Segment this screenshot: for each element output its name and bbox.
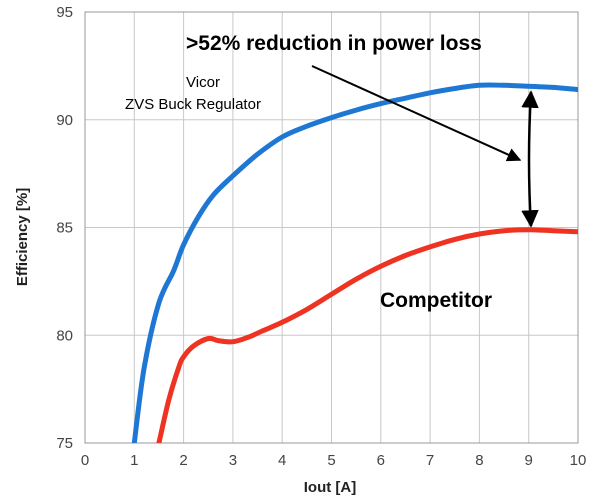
vicor-label-line2: ZVS Buck Regulator	[125, 96, 261, 113]
x-tick-label: 0	[81, 452, 89, 469]
gap-double-arrow	[521, 90, 539, 228]
competitor-series-line	[156, 227, 578, 443]
vicor-label-line1: Vicor	[186, 74, 220, 91]
x-tick-label: 5	[327, 452, 335, 469]
x-tick-label: 6	[377, 452, 385, 469]
competitor-label: Competitor	[380, 289, 492, 312]
y-tick-label: 85	[56, 220, 73, 237]
x-tick-label: 8	[475, 452, 483, 469]
x-tick-label: 10	[570, 452, 587, 469]
series-lines	[131, 82, 578, 443]
y-tick-label: 75	[56, 435, 73, 452]
annotations: >52% reduction in power loss Vicor ZVS B…	[125, 32, 539, 312]
x-tick-label: 2	[179, 452, 187, 469]
y-axis-title: Efficiency [%]	[14, 188, 31, 286]
gridlines	[84, 11, 579, 444]
x-tick-label: 9	[525, 452, 533, 469]
plot-frame	[84, 11, 579, 444]
x-tick-label: 1	[130, 452, 138, 469]
headline-arrow	[311, 65, 522, 162]
headline-annotation: >52% reduction in power loss	[186, 32, 482, 55]
x-tick-label: 3	[229, 452, 237, 469]
axes: 0 1 2 3 4 5 6 7 8 9 10 75 80 85 90 95	[56, 4, 586, 469]
vicor-series-line	[131, 82, 578, 443]
x-axis-title: Iout [A]	[304, 479, 356, 496]
y-tick-label: 80	[56, 327, 73, 344]
x-tick-label: 7	[426, 452, 434, 469]
y-tick-label: 90	[56, 112, 73, 129]
x-tick-label: 4	[278, 452, 286, 469]
y-tick-label: 95	[56, 4, 73, 21]
